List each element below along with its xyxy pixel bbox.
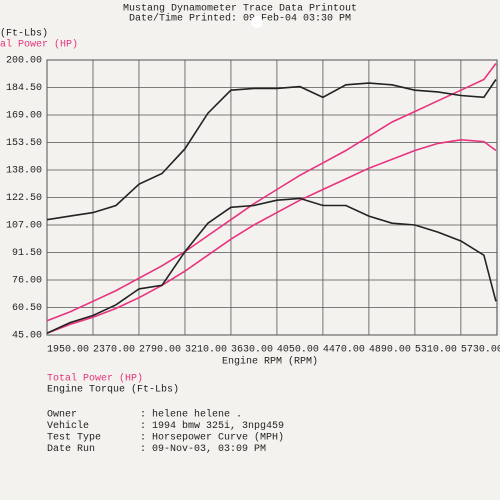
y-tick-label: 200.00 bbox=[6, 56, 42, 67]
y-tick-label: 138.00 bbox=[6, 166, 42, 177]
y-tick-label: 91.50 bbox=[12, 248, 42, 259]
y-tick-label: 184.50 bbox=[6, 83, 42, 94]
punch-hole bbox=[251, 16, 263, 28]
y-axis-title: (Ft-Lbs) bbox=[0, 28, 48, 40]
x-tick-label: 4050.00 bbox=[277, 345, 319, 356]
info-value: : 09-Nov-03, 03:09 PM bbox=[140, 444, 266, 455]
info-value: : 1994 bmw 325i, 3npg459 bbox=[140, 420, 284, 432]
x-tick-label: 4470.00 bbox=[323, 345, 365, 356]
y-tick-label: 153.50 bbox=[6, 138, 42, 149]
x-tick-label: 5730.00 bbox=[461, 345, 500, 356]
info-value: : helene helene . bbox=[140, 409, 242, 421]
x-tick-label: 3630.00 bbox=[231, 345, 273, 356]
x-tick-label: 3210.00 bbox=[185, 345, 227, 356]
y-tick-label: 76.00 bbox=[12, 276, 42, 287]
x-tick-label: 2790.00 bbox=[139, 345, 181, 356]
x-axis-title: Engine RPM (RPM) bbox=[222, 356, 318, 368]
x-tick-label: 4890.00 bbox=[369, 345, 411, 356]
data-line bbox=[46, 197, 497, 334]
y-tick-label: 122.50 bbox=[6, 193, 42, 204]
x-tick-label: 5310.00 bbox=[415, 345, 457, 356]
y-axis-title: al Power (HP) bbox=[0, 39, 78, 51]
y-tick-label: 107.00 bbox=[6, 221, 42, 232]
y-tick-label: 45.00 bbox=[12, 331, 42, 342]
data-line bbox=[46, 63, 497, 322]
info-label: Owner bbox=[47, 410, 77, 421]
data-line bbox=[46, 79, 497, 221]
legend-entry: Engine Torque (Ft-Lbs) bbox=[47, 384, 179, 396]
y-tick-label: 60.50 bbox=[12, 303, 42, 314]
chart-title: Mustang Dynamometer Trace Data Printout bbox=[123, 3, 357, 15]
info-label: Vehicle bbox=[47, 420, 89, 432]
chart-subtitle: Date/Time Printed: 09-Feb-04 03:30 PM bbox=[129, 13, 351, 25]
y-tick-label: 169.00 bbox=[6, 111, 42, 122]
x-tick-label: 2370.00 bbox=[93, 345, 135, 356]
data-line bbox=[46, 138, 497, 334]
info-label: Test Type bbox=[47, 433, 101, 444]
legend-entry: Total Power (HP) bbox=[47, 373, 143, 385]
info-label: Date Run bbox=[47, 444, 95, 455]
x-tick-label: 1950.00 bbox=[47, 345, 89, 356]
info-value: : Horsepower Curve (MPH) bbox=[140, 432, 284, 444]
